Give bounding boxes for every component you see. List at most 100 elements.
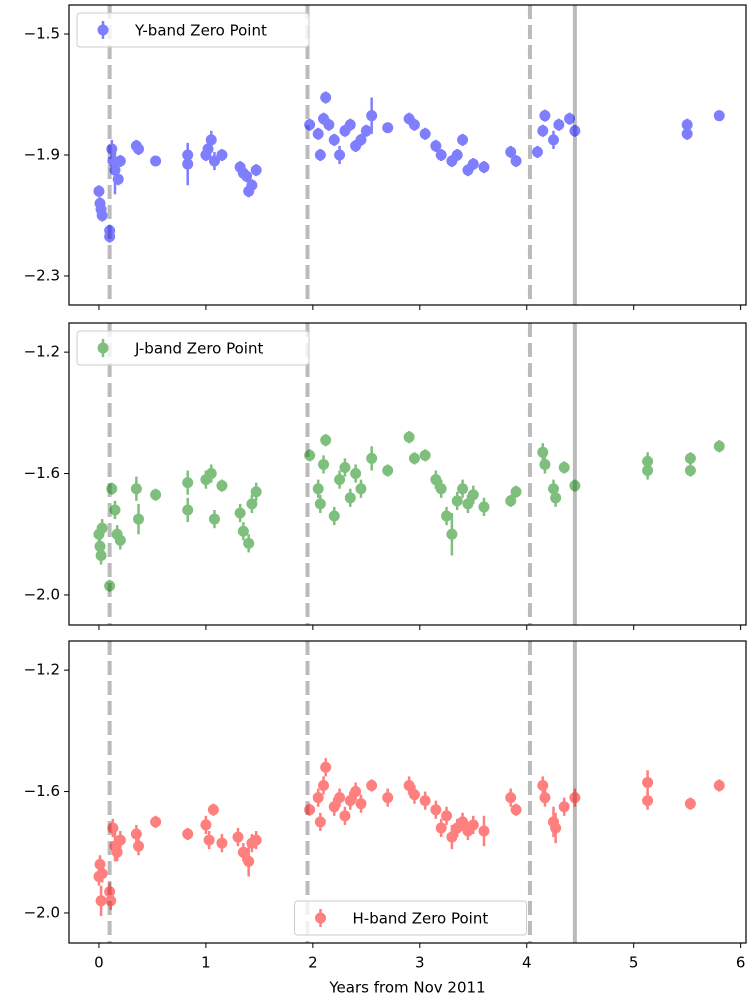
point [243, 537, 255, 549]
point [539, 458, 551, 470]
point [550, 822, 562, 834]
point [237, 525, 249, 537]
point [344, 492, 356, 504]
point [403, 779, 415, 791]
point [467, 819, 479, 831]
point [237, 846, 249, 858]
point [537, 446, 549, 458]
point [430, 140, 442, 152]
point [510, 486, 522, 498]
point [304, 119, 316, 131]
series [93, 91, 725, 243]
point [96, 209, 108, 221]
point [182, 477, 194, 489]
point [457, 134, 469, 146]
point [344, 119, 356, 131]
point [430, 804, 442, 816]
x-tick-label: 3 [415, 954, 425, 972]
point [312, 128, 324, 140]
point [112, 173, 124, 185]
point [150, 489, 162, 501]
point [207, 804, 219, 816]
y-tick-label: −1.5 [24, 25, 60, 43]
y-tick-label: −2.0 [24, 585, 60, 603]
legend-box [76, 330, 310, 366]
point [451, 149, 463, 161]
point [441, 810, 453, 822]
legend-marker [97, 339, 109, 357]
point [130, 828, 142, 840]
point [642, 795, 654, 807]
point [130, 483, 142, 495]
point [446, 831, 458, 843]
point [243, 855, 255, 867]
point [107, 822, 119, 834]
point [451, 495, 463, 507]
point [642, 465, 654, 477]
point [216, 480, 228, 492]
point [203, 834, 215, 846]
point [328, 134, 340, 146]
point [314, 816, 326, 828]
point [713, 779, 725, 791]
point [328, 510, 340, 522]
legend: H-band Zero Point [294, 900, 527, 936]
point [681, 128, 693, 140]
point [478, 825, 490, 837]
point [446, 528, 458, 540]
point [467, 158, 479, 170]
point [467, 489, 479, 501]
point [550, 492, 562, 504]
legend-box [294, 900, 527, 936]
legend-label: H-band Zero Point [353, 910, 489, 928]
point [133, 143, 145, 155]
point [93, 185, 105, 197]
point [569, 125, 581, 137]
point [462, 498, 474, 510]
point [109, 504, 121, 516]
point [339, 461, 351, 473]
point [457, 816, 469, 828]
point [200, 819, 212, 831]
point [408, 452, 420, 464]
point [328, 801, 340, 813]
point [312, 792, 324, 804]
point [537, 125, 549, 137]
legend-box [76, 12, 310, 48]
y-tick-label: −1.9 [24, 146, 60, 164]
point [111, 846, 123, 858]
point [182, 158, 194, 170]
x-tick-label: 4 [522, 954, 532, 972]
point [314, 498, 326, 510]
point [510, 804, 522, 816]
point [510, 155, 522, 167]
point [234, 507, 246, 519]
point [360, 125, 372, 137]
point [182, 828, 194, 840]
point [250, 486, 262, 498]
point [547, 483, 559, 495]
point [105, 895, 117, 907]
point [419, 795, 431, 807]
legend-marker [315, 909, 326, 927]
legend: J-band Zero Point [76, 330, 310, 366]
point [182, 504, 194, 516]
point [355, 798, 367, 810]
point [334, 474, 346, 486]
y-tick-label: −1.6 [24, 782, 60, 800]
point [478, 161, 490, 173]
point [366, 452, 378, 464]
x-tick-label: 0 [94, 954, 104, 972]
point [104, 580, 116, 592]
point [684, 452, 696, 464]
point [366, 110, 378, 122]
point [208, 155, 220, 167]
x-tick-label: 2 [308, 954, 318, 972]
point [95, 895, 107, 907]
point [505, 146, 517, 158]
y-tick-label: −1.2 [24, 661, 60, 679]
series [93, 758, 725, 916]
point [320, 434, 332, 446]
point [95, 549, 107, 561]
point [558, 801, 570, 813]
